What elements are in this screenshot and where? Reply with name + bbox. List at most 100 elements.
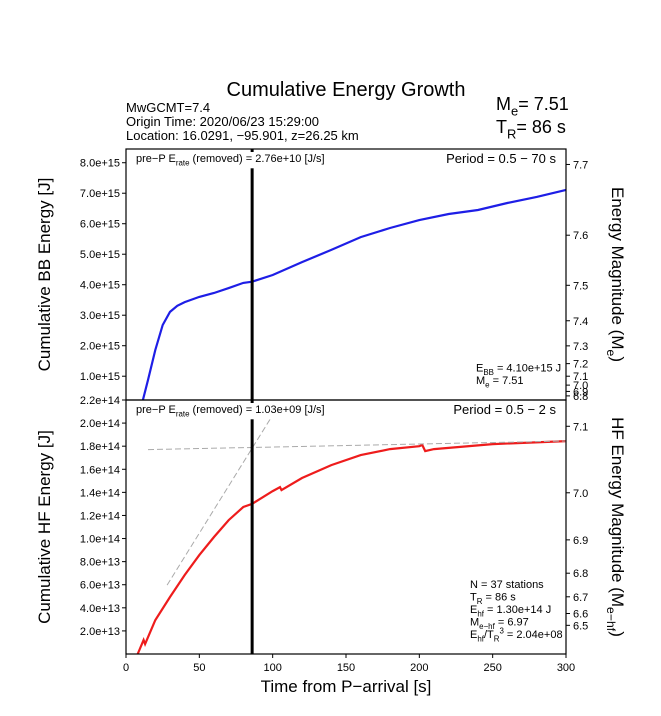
y-tick-label: 1.4e+14 [80,487,120,499]
y2-tick-label: 6.9 [573,386,588,398]
y2-tick-label: 6.5 [573,620,588,632]
stat-note: TR = 86 s [470,592,516,606]
summary-part: R [507,126,516,141]
y2-axis-label-part: HF Energy Magnitude (M [608,417,627,607]
stat-note-part: hf [477,609,484,618]
rate-note-part: rate [176,158,190,167]
y-tick-label: 3.0e+15 [80,310,120,322]
y2-tick-label: 6.6 [573,609,588,621]
y-tick-label: 4.0e+13 [80,603,120,615]
y-tick-label: 1.0e+14 [80,534,120,546]
y-tick-label: 8.0e+13 [80,557,120,569]
stat-note: EBB = 4.10e+15 J [476,363,561,377]
stat-note-part: = 2.04e+08 [504,629,563,641]
stat-note-part: T [470,592,477,604]
summary: Me= 7.51 [496,94,569,118]
y2-tick-label: 7.7 [573,159,588,171]
y2-tick-label: 7.2 [573,359,588,371]
y-tick-label: 7.0e+15 [80,188,120,200]
x-axis-label: Time from P−arrival [s] [261,677,432,696]
summary-part: = 86 s [516,117,566,137]
y-tick-label: 4.0e+15 [80,280,120,292]
summary-part: e [511,103,518,118]
y2-axis-label-part: ) [608,631,627,637]
y-tick-label: 1.2e+14 [80,510,120,522]
y-tick-label: 1.0e+15 [80,371,120,383]
stat-note-part: = 1.30e+14 J [484,604,551,616]
stat-note-part: R [477,597,483,606]
stat-note: Ehf/TR3 = 2.04e+08 [470,627,563,644]
y2-tick-label: 7.0 [573,380,588,392]
stat-note-part: BB [483,368,494,377]
rate-note: pre−P Erate (removed) = 1.03e+09 [J/s] [136,404,325,418]
stat-note-part: M [476,375,485,387]
x-tick-label: 100 [263,662,281,674]
rate-note: pre−P Erate (removed) = 2.76e+10 [J/s] [136,153,325,167]
y2-tick-label: 7.3 [573,341,588,353]
y2-tick-label: 7.0 [573,488,588,500]
x-tick-label: 250 [483,662,501,674]
stat-note-part: = 4.10e+15 J [494,363,561,375]
x-tick-label: 300 [557,662,575,674]
period-note: Period = 0.5 − 70 s [446,151,556,166]
rate-note-part: (removed) = 2.76e+10 [J/s] [189,153,324,165]
x-tick-label: 150 [337,662,355,674]
info-line: Origin Time: 2020/06/23 15:29:00 [126,114,319,129]
stat-note-part: = 7.51 [490,375,524,387]
summary-part: M [496,94,511,114]
stat-note-part: /T [484,629,494,641]
stat-note-part: R [494,634,500,643]
y-tick-label: 2.0e+13 [80,626,120,638]
y-tick-label: 1.8e+14 [80,441,120,453]
y-tick-label: 8.0e+15 [80,158,120,170]
stat-note-part: 3 [499,627,504,636]
stat-note: N = 37 stations [470,579,544,591]
summary-part: T [496,117,507,137]
stat-note-part: e−hf [479,622,495,631]
stat-note-part: hf [477,634,484,643]
fit-line [166,410,277,586]
y2-axis-label-part: e−hf [604,607,618,632]
rate-note-part: pre−P E [136,153,176,165]
info-line: MwGCMT=7.4 [126,100,210,115]
y-tick-label: 1.6e+14 [80,464,120,476]
stat-note: Ehf = 1.30e+14 J [470,604,551,618]
period-note: Period = 0.5 − 2 s [453,402,556,417]
stat-note-part: E [470,604,477,616]
y2-tick-label: 6.8 [573,568,588,580]
note-bg [134,152,327,169]
y-tick-label: 2.0e+14 [80,418,120,430]
stat-note: Me−hf = 6.97 [470,617,529,631]
y-tick-label: 5.0e+15 [80,249,120,261]
stat-note-part: M [470,617,479,629]
x-tick-label: 50 [193,662,205,674]
y-tick-label: 2.2e+14 [80,395,120,407]
y2-axis-label: Energy Magnitude (Me) [604,187,627,362]
y2-tick-label: 6.7 [573,592,588,604]
rate-note-part: (removed) = 1.03e+09 [J/s] [189,404,324,416]
stat-note-part: = 86 s [482,592,516,604]
y2-axis-label-part: e [604,350,618,357]
stat-note-part: = 6.97 [495,617,529,629]
y2-tick-label: 7.6 [573,230,588,242]
y2-axis-label-part: Energy Magnitude (M [608,187,627,350]
y-axis-label: Cumulative BB Energy [J] [35,178,54,372]
x-tick-label: 200 [410,662,428,674]
y2-tick-label: 7.5 [573,280,588,292]
data-line [136,440,567,655]
y2-tick-label: 6.8 [573,391,588,403]
x-tick-label: 0 [123,662,129,674]
y-tick-label: 6.0e+13 [80,580,120,592]
y2-tick-label: 7.1 [573,421,588,433]
note-bg [134,403,327,420]
y2-tick-label: 6.9 [573,535,588,547]
y-axis-label: Cumulative HF Energy [J] [35,430,54,624]
stat-note-part: E [476,363,483,375]
rate-note-part: rate [176,409,190,418]
y2-axis-label: HF Energy Magnitude (Me−hf) [604,417,627,637]
y2-tick-label: 7.4 [573,316,588,328]
info-line: Location: 16.0291, −95.901, z=26.25 km [126,128,359,143]
y-tick-label: 6.0e+15 [80,219,120,231]
